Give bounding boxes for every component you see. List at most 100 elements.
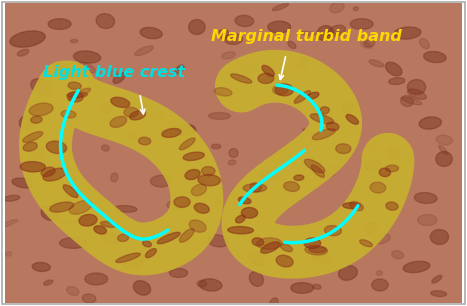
Ellipse shape	[133, 281, 151, 295]
Ellipse shape	[407, 89, 426, 99]
Ellipse shape	[394, 27, 421, 39]
Ellipse shape	[305, 245, 327, 255]
Ellipse shape	[50, 202, 74, 212]
Ellipse shape	[124, 107, 138, 117]
Ellipse shape	[294, 175, 304, 181]
Ellipse shape	[101, 145, 109, 151]
Ellipse shape	[140, 27, 162, 39]
Ellipse shape	[365, 222, 377, 234]
Ellipse shape	[311, 165, 325, 177]
Ellipse shape	[419, 39, 429, 49]
Ellipse shape	[235, 15, 254, 27]
Ellipse shape	[85, 273, 107, 285]
Ellipse shape	[269, 298, 278, 306]
Ellipse shape	[310, 114, 334, 124]
Ellipse shape	[376, 271, 382, 275]
Ellipse shape	[439, 145, 447, 155]
Ellipse shape	[73, 51, 101, 63]
Ellipse shape	[63, 185, 78, 198]
Ellipse shape	[189, 220, 206, 232]
Ellipse shape	[231, 74, 252, 83]
Ellipse shape	[31, 116, 42, 123]
Ellipse shape	[138, 137, 151, 145]
Ellipse shape	[70, 39, 78, 43]
Ellipse shape	[436, 135, 453, 145]
Ellipse shape	[41, 206, 60, 220]
Ellipse shape	[249, 271, 263, 286]
Ellipse shape	[235, 215, 245, 223]
Text: Light blue crest: Light blue crest	[43, 65, 185, 80]
Ellipse shape	[370, 182, 386, 193]
Ellipse shape	[31, 79, 52, 95]
Ellipse shape	[228, 160, 236, 165]
Ellipse shape	[162, 129, 181, 137]
Ellipse shape	[328, 25, 346, 37]
Ellipse shape	[304, 159, 325, 173]
Ellipse shape	[191, 184, 206, 196]
Ellipse shape	[41, 167, 55, 177]
Ellipse shape	[32, 263, 50, 271]
Ellipse shape	[261, 242, 280, 253]
Ellipse shape	[273, 84, 288, 95]
Ellipse shape	[243, 184, 267, 192]
Ellipse shape	[111, 173, 118, 182]
Ellipse shape	[276, 255, 293, 267]
Ellipse shape	[69, 88, 91, 100]
Ellipse shape	[175, 65, 184, 74]
Ellipse shape	[312, 129, 335, 140]
Ellipse shape	[350, 19, 373, 29]
Ellipse shape	[417, 215, 437, 226]
Ellipse shape	[414, 192, 437, 203]
Ellipse shape	[275, 84, 293, 96]
Ellipse shape	[430, 230, 449, 244]
Ellipse shape	[280, 244, 292, 252]
Ellipse shape	[290, 282, 314, 293]
Ellipse shape	[313, 284, 321, 289]
Ellipse shape	[343, 203, 360, 209]
Ellipse shape	[312, 105, 332, 117]
Ellipse shape	[168, 121, 186, 130]
Ellipse shape	[325, 226, 341, 236]
Ellipse shape	[197, 281, 207, 287]
Ellipse shape	[135, 255, 149, 261]
Ellipse shape	[43, 280, 53, 285]
Ellipse shape	[272, 4, 289, 10]
Ellipse shape	[432, 275, 442, 283]
Ellipse shape	[353, 7, 359, 11]
Ellipse shape	[385, 165, 398, 172]
Ellipse shape	[238, 197, 251, 204]
Ellipse shape	[218, 29, 229, 39]
Ellipse shape	[314, 172, 328, 181]
Ellipse shape	[379, 168, 390, 177]
Ellipse shape	[20, 162, 45, 172]
Ellipse shape	[252, 238, 264, 246]
Ellipse shape	[339, 266, 357, 280]
Ellipse shape	[262, 65, 274, 76]
Ellipse shape	[60, 237, 87, 248]
Ellipse shape	[113, 73, 125, 84]
Ellipse shape	[407, 80, 426, 95]
Ellipse shape	[67, 92, 87, 98]
Ellipse shape	[202, 166, 215, 176]
Ellipse shape	[23, 166, 33, 173]
Ellipse shape	[325, 166, 336, 177]
Ellipse shape	[23, 142, 37, 151]
Ellipse shape	[330, 2, 344, 13]
Ellipse shape	[194, 203, 209, 213]
Ellipse shape	[403, 261, 430, 273]
Ellipse shape	[307, 92, 319, 99]
Ellipse shape	[17, 49, 29, 56]
Ellipse shape	[319, 253, 331, 263]
Ellipse shape	[82, 294, 96, 303]
Ellipse shape	[0, 219, 18, 227]
Ellipse shape	[99, 103, 111, 113]
Ellipse shape	[116, 253, 140, 263]
Ellipse shape	[369, 60, 383, 67]
Ellipse shape	[436, 151, 452, 166]
Ellipse shape	[228, 226, 254, 234]
Ellipse shape	[249, 251, 264, 265]
Ellipse shape	[258, 73, 274, 84]
Ellipse shape	[23, 132, 43, 142]
Ellipse shape	[173, 201, 189, 211]
Ellipse shape	[78, 62, 95, 73]
